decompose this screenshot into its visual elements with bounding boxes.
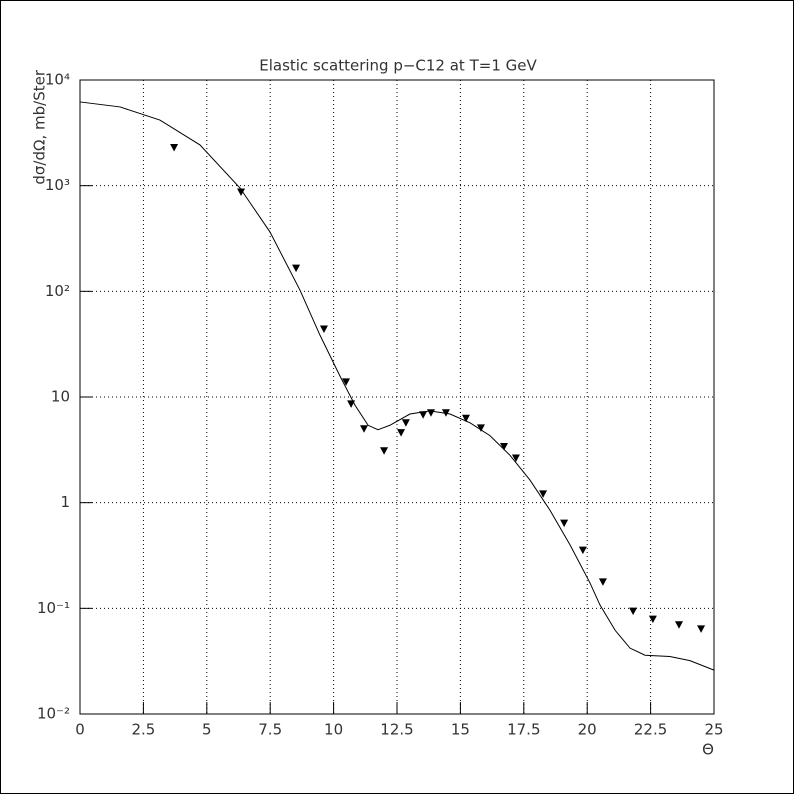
data-point [578, 546, 587, 555]
x-tick-label: 7.5 [258, 721, 282, 739]
y-tick-label: 10² [45, 282, 70, 300]
y-tick-label: 10⁻² [37, 705, 70, 723]
data-point [629, 607, 638, 616]
data-point [342, 378, 351, 386]
data-point [401, 419, 410, 427]
data-point [441, 409, 450, 417]
theory-curve [79, 101, 715, 671]
x-tick-label: 10 [324, 721, 343, 739]
data-point [170, 143, 179, 152]
x-tick-label: 15 [451, 721, 470, 739]
data-point [539, 490, 548, 498]
data-point [237, 188, 246, 197]
chart-title: Elastic scattering p−C12 at T=1 GeV [259, 57, 537, 75]
x-tick-label: 25 [704, 721, 723, 739]
x-tick-label: 20 [578, 721, 597, 739]
data-point [675, 621, 684, 629]
y-axis-label: dσ/dΩ, mb/Ster [31, 69, 49, 184]
y-tick-label: 10⁻¹ [37, 599, 70, 617]
y-tick-label: 1 [60, 493, 70, 511]
y-tick-label: 10³ [45, 176, 70, 194]
data-point [560, 519, 569, 528]
data-point [360, 425, 369, 433]
data-point [461, 414, 470, 423]
data-point [347, 400, 356, 408]
y-tick-label: 10 [51, 388, 70, 406]
data-point [426, 409, 435, 417]
x-tick-label: 22.5 [634, 721, 667, 739]
x-tick-label: 17.5 [507, 721, 540, 739]
x-axis-label: Θ [702, 741, 714, 759]
x-tick-label: 0 [75, 721, 85, 739]
data-point [500, 443, 509, 451]
x-tick-label: 12.5 [380, 721, 413, 739]
data-point [419, 411, 428, 419]
data-point [511, 454, 520, 462]
x-tick-label: 5 [202, 721, 212, 739]
data-point [292, 264, 301, 273]
plot-frame [79, 79, 715, 715]
data-point [697, 625, 706, 633]
y-tick-label: 10⁴ [45, 71, 70, 89]
x-tick-label: 2.5 [131, 721, 155, 739]
data-point [598, 578, 607, 586]
data-point [648, 615, 657, 624]
data-point [380, 447, 389, 455]
data-point [397, 429, 406, 437]
data-point [476, 424, 485, 432]
data-point [319, 325, 328, 334]
